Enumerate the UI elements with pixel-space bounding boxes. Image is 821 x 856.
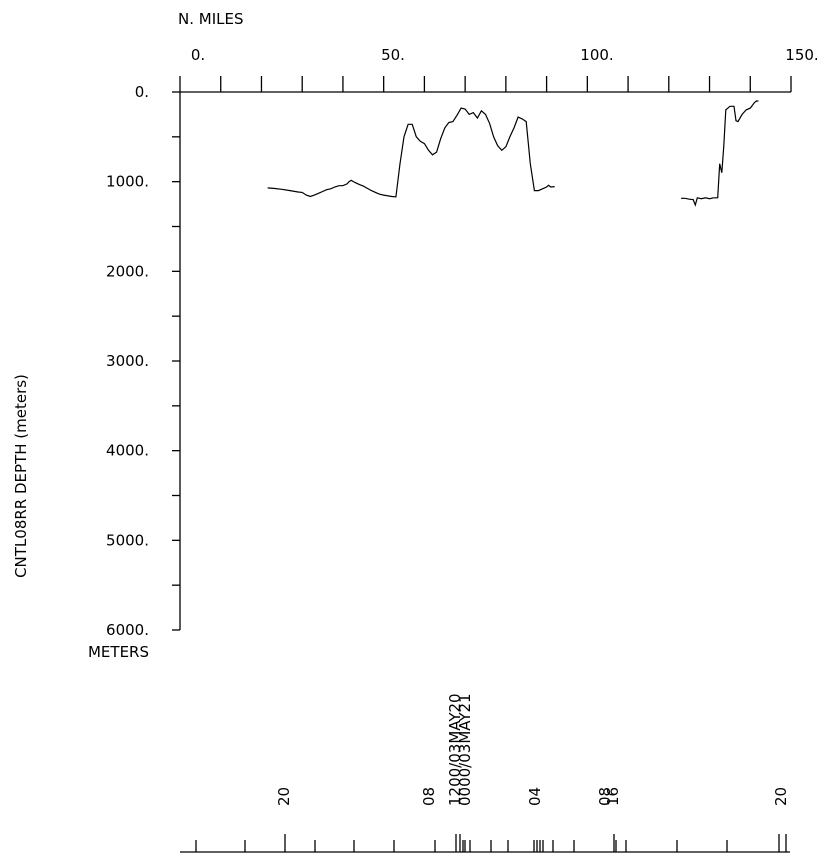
x-axis-label: N. MILES	[178, 10, 243, 28]
depth-series	[267, 100, 759, 207]
time-axis-ticks	[195, 834, 787, 852]
x-tick-label-0: 0.	[191, 46, 205, 64]
time-label-0: 20	[275, 787, 293, 806]
y-tick-label-6000: 6000.	[106, 621, 149, 639]
y-axis-ticks	[172, 91, 180, 631]
time-label-6: 16	[604, 787, 622, 806]
depth-line-segment-0	[267, 107, 555, 198]
time-label-3: 0000/03MAY21	[456, 693, 474, 806]
y-tick-labels: 0. 1000. 2000. 3000. 4000. 5000. 6000.	[106, 83, 149, 639]
depth-line-segment-1	[681, 100, 759, 207]
y-tick-label-4000: 4000.	[106, 442, 149, 460]
time-label-7: 20	[772, 787, 790, 806]
y-unit-label: METERS	[88, 643, 149, 661]
y-axis-label: CNTL08RR DEPTH (meters)	[12, 374, 30, 578]
y-tick-label-1000: 1000.	[106, 173, 149, 191]
time-label-2: 1200/03MAY20	[446, 693, 464, 806]
time-label-4: 04	[526, 787, 544, 806]
y-tick-label-2000: 2000.	[106, 262, 149, 280]
time-label-1: 08	[420, 787, 438, 806]
time-label-5: 08	[596, 787, 614, 806]
y-tick-label-3000: 3000.	[106, 352, 149, 370]
y-tick-label-0: 0.	[135, 83, 149, 101]
x-axis-ticks	[179, 76, 792, 92]
y-tick-label-5000: 5000.	[106, 531, 149, 549]
x-tick-label-100: 100.	[580, 46, 613, 64]
x-tick-label-150: 150.	[785, 46, 818, 64]
x-tick-label-50: 50.	[381, 46, 405, 64]
